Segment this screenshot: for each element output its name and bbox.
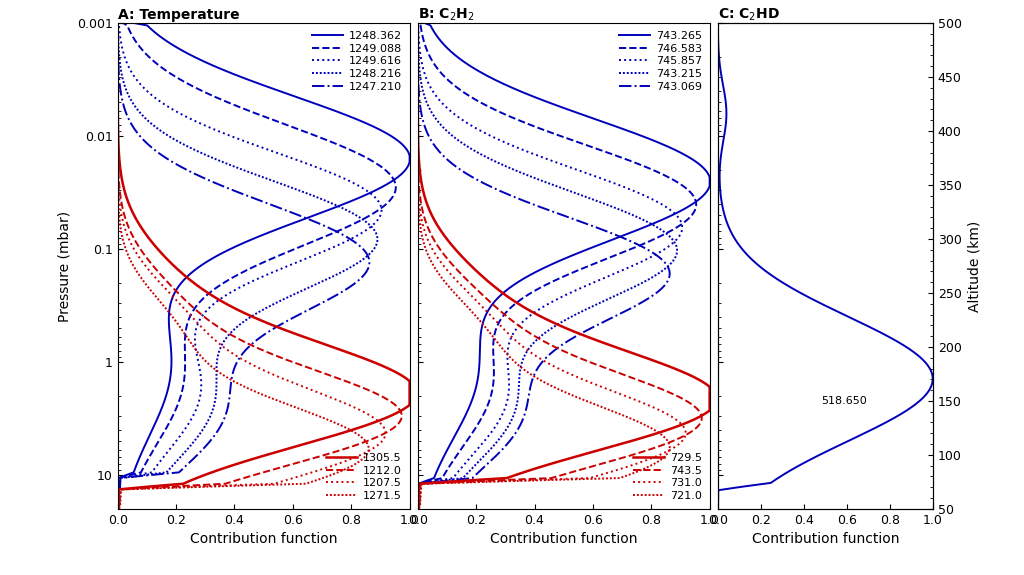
X-axis label: Contribution function: Contribution function: [189, 532, 338, 546]
Y-axis label: Altitude (km): Altitude (km): [968, 220, 981, 312]
Legend: 1305.5, 1212.0, 1207.5, 1271.5: 1305.5, 1212.0, 1207.5, 1271.5: [324, 451, 404, 503]
Text: A: Temperature: A: Temperature: [118, 8, 240, 22]
X-axis label: Contribution function: Contribution function: [489, 532, 638, 546]
Text: C: C$_2$HD: C: C$_2$HD: [718, 6, 779, 23]
X-axis label: Contribution function: Contribution function: [752, 532, 899, 546]
Text: B: C$_2$H$_2$: B: C$_2$H$_2$: [418, 6, 474, 23]
Legend: 729.5, 743.5, 731.0, 721.0: 729.5, 743.5, 731.0, 721.0: [631, 451, 705, 503]
Text: 518.650: 518.650: [821, 396, 866, 405]
Y-axis label: Pressure (mbar): Pressure (mbar): [57, 210, 72, 321]
